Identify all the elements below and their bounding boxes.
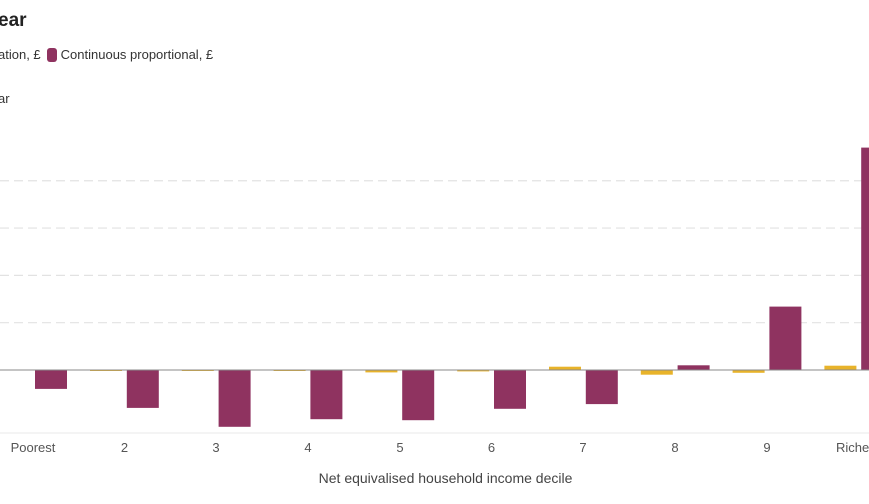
chart-title: ear	[0, 10, 27, 31]
bar-s1-8[interactable]	[732, 370, 765, 373]
bar-s1-6[interactable]	[549, 366, 581, 370]
legend-label-2: Continuous proportional, £	[60, 47, 214, 62]
legend-item-2[interactable]: Continuous proportional, £	[46, 47, 214, 62]
legend: ation, £ Continuous proportional, £	[0, 47, 219, 62]
bar-s1-5[interactable]	[457, 370, 490, 372]
bar-s1-7[interactable]	[640, 370, 673, 375]
x-tick-label-4: 4	[304, 440, 311, 455]
x-tick-label-2: 2	[121, 440, 128, 455]
bar-s1-4[interactable]	[365, 370, 398, 373]
legend-label-1: ation, £	[0, 47, 41, 62]
x-tick-label-7: 7	[579, 440, 586, 455]
bar-s2-6[interactable]	[494, 370, 526, 409]
bar-s1-9[interactable]	[824, 365, 857, 370]
y-axis-label: ar	[0, 91, 10, 106]
bar-s2-7[interactable]	[585, 370, 618, 405]
x-tick-label-1: Poorest	[11, 440, 56, 455]
bar-s2-10[interactable]	[861, 147, 869, 370]
bar-s2-8[interactable]	[677, 365, 710, 370]
x-tick-label-8: 8	[671, 440, 678, 455]
x-tick-label-10: Riche	[836, 440, 869, 455]
x-tick-label-6: 6	[488, 440, 495, 455]
bar-s2-9[interactable]	[769, 306, 802, 370]
bar-s2-1[interactable]	[35, 370, 67, 389]
x-axis-label: Net equivalised household income decile	[318, 470, 573, 486]
bar-s2-3[interactable]	[218, 370, 251, 427]
x-tick-label-5: 5	[396, 440, 403, 455]
legend-item-1[interactable]: ation, £	[0, 47, 41, 62]
bar-s2-4[interactable]	[310, 370, 343, 420]
legend-swatch-2	[46, 47, 57, 62]
x-tick-label-3: 3	[212, 440, 219, 455]
x-tick-label-9: 9	[763, 440, 770, 455]
bar-s2-5[interactable]	[402, 370, 435, 421]
bar-s2-2[interactable]	[126, 370, 159, 408]
